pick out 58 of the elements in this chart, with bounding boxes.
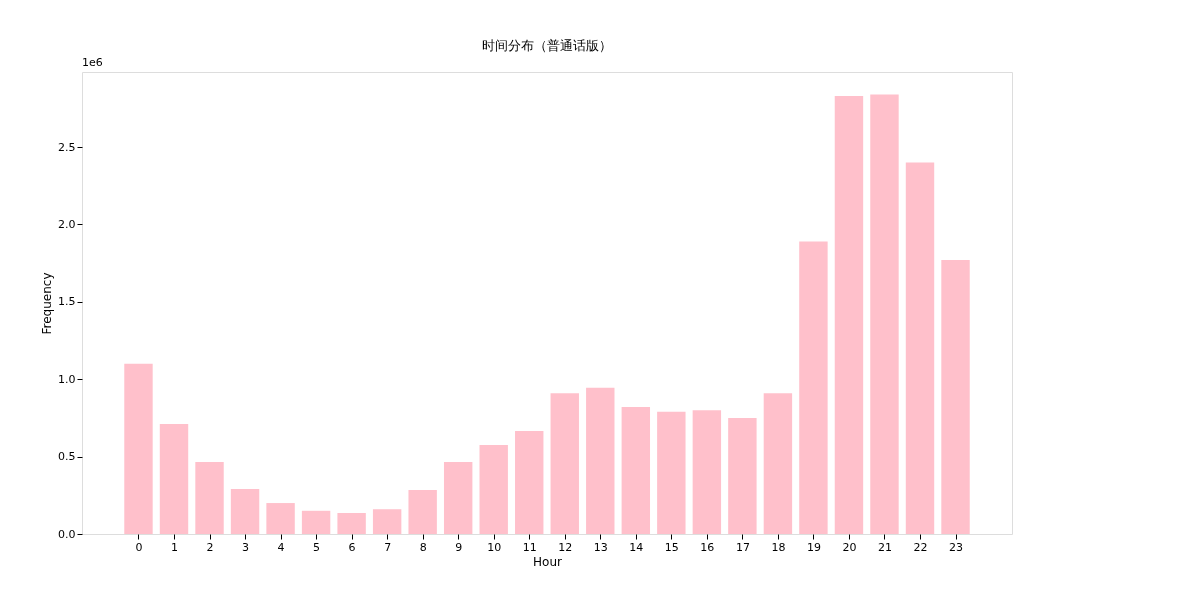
bar [728,417,757,534]
bar [159,424,189,534]
bar [301,510,331,534]
bar [195,462,224,534]
bar [515,431,544,534]
bar [870,94,899,534]
x-tick-label: 13 [593,540,608,554]
x-tick-label: 10 [487,540,502,554]
bar [834,95,864,534]
bar [266,503,295,534]
x-tick-label: 23 [949,540,964,554]
x-tick-label: 22 [913,540,928,554]
y-tick-label: 2.0 [58,217,76,231]
bar [550,393,579,534]
bar [337,513,366,534]
x-tick-label: 18 [771,540,786,554]
bar [621,407,651,534]
bar [763,393,793,534]
x-tick-label: 11 [522,540,537,554]
x-tick-label: 17 [735,540,750,554]
x-tick-label: 9 [455,540,463,554]
bar [905,162,935,534]
bar [230,489,260,534]
bar [941,260,970,534]
x-axis-title: Hour [533,554,563,569]
bar [692,410,722,534]
bar [799,241,828,534]
x-tick-label: 5 [313,540,321,554]
y-tick-label: 2.5 [58,140,76,154]
x-tick-label: 15 [664,540,679,554]
x-tick-label: 0 [135,540,143,554]
bar [372,509,402,534]
x-tick-label: 21 [877,540,892,554]
y-axis-title: Frequency [40,272,55,335]
y-tick-label: 1.5 [58,295,76,309]
x-tick-label: 14 [629,540,644,554]
x-tick-label: 3 [242,540,250,554]
y-tick-label: 1.0 [58,372,76,386]
bar [408,489,437,534]
bar [657,411,686,534]
x-tick-label: 4 [277,540,285,554]
bar [479,445,508,534]
x-tick-label: 7 [384,540,392,554]
x-tick-label: 6 [348,540,356,554]
chart-title: 时间分布（普通话版） [482,38,612,53]
y-tick-label: 0.5 [58,450,76,464]
text: 1e6 [82,56,103,69]
y-tick-label: 0.0 [58,527,76,541]
bar [443,462,473,534]
x-tick-label: 2 [206,540,214,554]
bar [586,387,615,534]
x-tick-label: 20 [842,540,857,554]
x-tick-label: 1 [171,540,179,554]
x-tick-label: 8 [419,540,427,554]
x-tick-label: 16 [700,540,715,554]
bar [124,363,153,534]
x-tick-label: 12 [558,540,573,554]
x-tick-label: 19 [806,540,821,554]
